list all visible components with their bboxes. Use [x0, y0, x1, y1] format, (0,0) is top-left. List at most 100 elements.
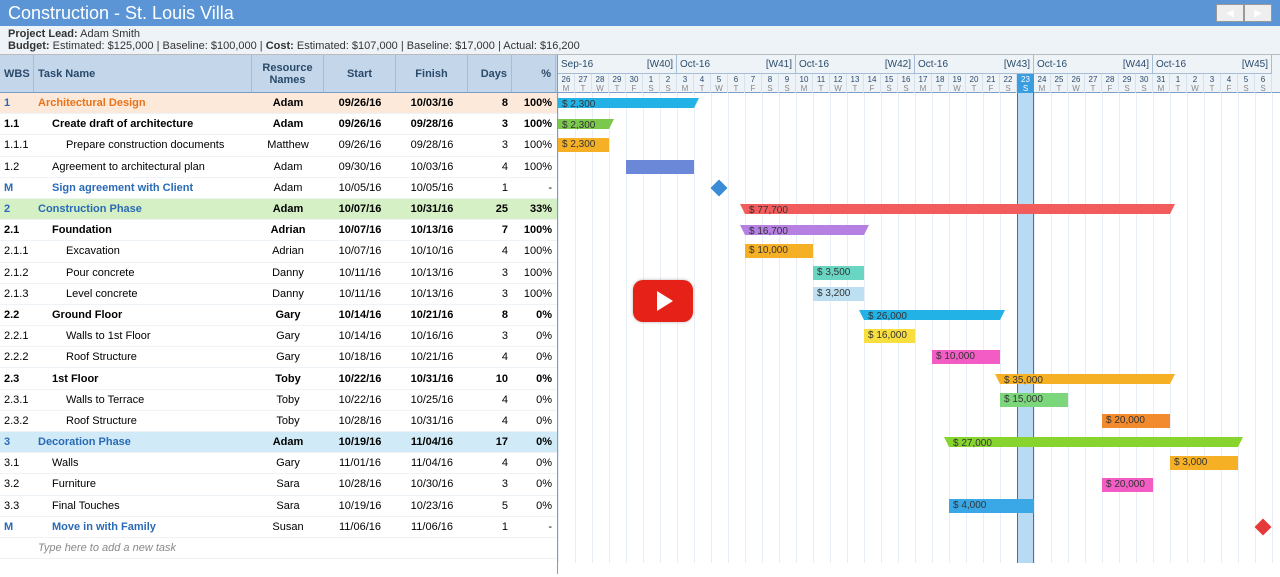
day-header[interactable]: 11T: [813, 74, 830, 93]
table-row[interactable]: MMove in with FamilySusan11/06/1611/06/1…: [0, 517, 557, 538]
task-bar[interactable]: $ 4,000: [949, 499, 1034, 513]
week-header[interactable]: Oct-16[W42]: [796, 55, 915, 74]
day-header[interactable]: 5W: [711, 74, 728, 93]
task-bar[interactable]: $ 16,000: [864, 329, 915, 343]
gantt-body[interactable]: $ 2,300 $ 2,300 $ 2,300 $ 77,700 $ 16,700 $ 1…: [558, 93, 1280, 563]
day-header[interactable]: 30S: [1136, 74, 1153, 93]
table-row[interactable]: 2.3.2Roof StructureToby10/28/1610/31/164…: [0, 411, 557, 432]
day-header[interactable]: 7F: [745, 74, 762, 93]
table-row[interactable]: 2Construction PhaseAdam10/07/1610/31/162…: [0, 199, 557, 220]
col-days[interactable]: Days: [468, 55, 512, 92]
day-header[interactable]: 19W: [949, 74, 966, 93]
table-row[interactable]: 3.3Final TouchesSara10/19/1610/23/1650%: [0, 496, 557, 517]
day-header[interactable]: 25T: [1051, 74, 1068, 93]
table-row[interactable]: 2.3.1Walls to TerraceToby10/22/1610/25/1…: [0, 390, 557, 411]
day-header[interactable]: 27T: [1085, 74, 1102, 93]
table-row[interactable]: 2.31st FloorToby10/22/1610/31/16100%: [0, 368, 557, 389]
summary-bar[interactable]: $ 26,000: [864, 310, 1000, 320]
day-header[interactable]: 17M: [915, 74, 932, 93]
task-bar[interactable]: $ 10,000: [745, 244, 813, 258]
task-bar[interactable]: $ 2,300: [558, 138, 609, 152]
task-bar[interactable]: $ 20,000: [1102, 478, 1153, 492]
day-header[interactable]: 8S: [762, 74, 779, 93]
col-name[interactable]: Task Name: [34, 55, 252, 92]
summary-bar[interactable]: $ 2,300: [558, 119, 609, 129]
day-header[interactable]: 3M: [677, 74, 694, 93]
table-row[interactable]: 1Architectural DesignAdam09/26/1610/03/1…: [0, 93, 557, 114]
day-header[interactable]: 9S: [779, 74, 796, 93]
day-header[interactable]: 13T: [847, 74, 864, 93]
day-header[interactable]: 30F: [626, 74, 643, 93]
week-header[interactable]: Sep-16[W40]: [558, 55, 677, 74]
summary-bar[interactable]: $ 35,000: [1000, 374, 1170, 384]
day-header[interactable]: 24M: [1034, 74, 1051, 93]
day-header[interactable]: 26W: [1068, 74, 1085, 93]
summary-bar[interactable]: $ 27,000: [949, 437, 1238, 447]
week-header[interactable]: Oct-16[W45]: [1153, 55, 1272, 74]
table-row[interactable]: 2.2Ground FloorGary10/14/1610/21/1680%: [0, 305, 557, 326]
day-header[interactable]: 4T: [694, 74, 711, 93]
table-row[interactable]: 2.1.1ExcavationAdrian10/07/1610/10/16410…: [0, 241, 557, 262]
day-header[interactable]: 18T: [932, 74, 949, 93]
milestone-icon[interactable]: [1255, 519, 1272, 536]
new-task-row[interactable]: Type here to add a new task: [0, 538, 557, 559]
play-button-icon[interactable]: [633, 280, 693, 322]
task-bar[interactable]: $ 15,000: [1000, 393, 1068, 407]
nav-prev-button[interactable]: ◀: [1216, 4, 1244, 22]
day-header[interactable]: 6T: [728, 74, 745, 93]
table-row[interactable]: 3.1WallsGary11/01/1611/04/1640%: [0, 453, 557, 474]
week-header[interactable]: Oct-16[W44]: [1034, 55, 1153, 74]
nav-next-button[interactable]: ▶: [1244, 4, 1272, 22]
table-row[interactable]: 2.1.2Pour concreteDanny10/11/1610/13/163…: [0, 263, 557, 284]
day-header[interactable]: 4F: [1221, 74, 1238, 93]
col-resource[interactable]: Resource Names: [252, 55, 324, 92]
task-bar[interactable]: $ 10,000: [932, 350, 1000, 364]
day-header[interactable]: 2W: [1187, 74, 1204, 93]
day-header[interactable]: 1T: [1170, 74, 1187, 93]
table-row[interactable]: 1.1.1Prepare construction documentsMatth…: [0, 135, 557, 156]
table-row[interactable]: 2.1FoundationAdrian10/07/1610/13/167100%: [0, 220, 557, 241]
week-header[interactable]: Oct-16[W43]: [915, 55, 1034, 74]
table-row[interactable]: MSign agreement with ClientAdam10/05/161…: [0, 178, 557, 199]
task-bar[interactable]: $ 3,500: [813, 266, 864, 280]
summary-bar[interactable]: $ 16,700: [745, 225, 864, 235]
day-header[interactable]: 10M: [796, 74, 813, 93]
table-row[interactable]: 2.2.2Roof StructureGary10/18/1610/21/164…: [0, 347, 557, 368]
day-header[interactable]: 28F: [1102, 74, 1119, 93]
day-header[interactable]: 5S: [1238, 74, 1255, 93]
task-bar[interactable]: [626, 160, 694, 174]
col-pct[interactable]: %: [512, 55, 556, 92]
day-header[interactable]: 22S: [1000, 74, 1017, 93]
col-finish[interactable]: Finish: [396, 55, 468, 92]
day-header[interactable]: 6S: [1255, 74, 1272, 93]
col-wbs[interactable]: WBS: [0, 55, 34, 92]
day-header[interactable]: 21F: [983, 74, 1000, 93]
day-header[interactable]: 27T: [575, 74, 592, 93]
week-header[interactable]: Oct-16[W41]: [677, 55, 796, 74]
day-header[interactable]: 29S: [1119, 74, 1136, 93]
day-header[interactable]: 2S: [660, 74, 677, 93]
day-header[interactable]: 1S: [643, 74, 660, 93]
day-header[interactable]: 28W: [592, 74, 609, 93]
day-header[interactable]: 14F: [864, 74, 881, 93]
task-bar[interactable]: $ 3,000: [1170, 456, 1238, 470]
table-row[interactable]: 2.1.3Level concreteDanny10/11/1610/13/16…: [0, 284, 557, 305]
day-header[interactable]: 15S: [881, 74, 898, 93]
table-row[interactable]: 2.2.1Walls to 1st FloorGary10/14/1610/16…: [0, 326, 557, 347]
milestone-icon[interactable]: [711, 179, 728, 196]
table-row[interactable]: 3.2FurnitureSara10/28/1610/30/1630%: [0, 474, 557, 495]
day-header[interactable]: 26M: [558, 74, 575, 93]
task-bar[interactable]: $ 20,000: [1102, 414, 1170, 428]
task-bar[interactable]: $ 3,200: [813, 287, 864, 301]
day-header[interactable]: 20T: [966, 74, 983, 93]
col-start[interactable]: Start: [324, 55, 396, 92]
summary-bar[interactable]: $ 77,700: [745, 204, 1170, 214]
table-row[interactable]: 1.2Agreement to architectural planAdam09…: [0, 157, 557, 178]
day-header[interactable]: 16S: [898, 74, 915, 93]
day-header[interactable]: 12W: [830, 74, 847, 93]
day-header[interactable]: 3T: [1204, 74, 1221, 93]
day-header[interactable]: 31M: [1153, 74, 1170, 93]
day-header[interactable]: 29T: [609, 74, 626, 93]
table-row[interactable]: 1.1Create draft of architectureAdam09/26…: [0, 114, 557, 135]
summary-bar[interactable]: $ 2,300: [558, 98, 694, 108]
